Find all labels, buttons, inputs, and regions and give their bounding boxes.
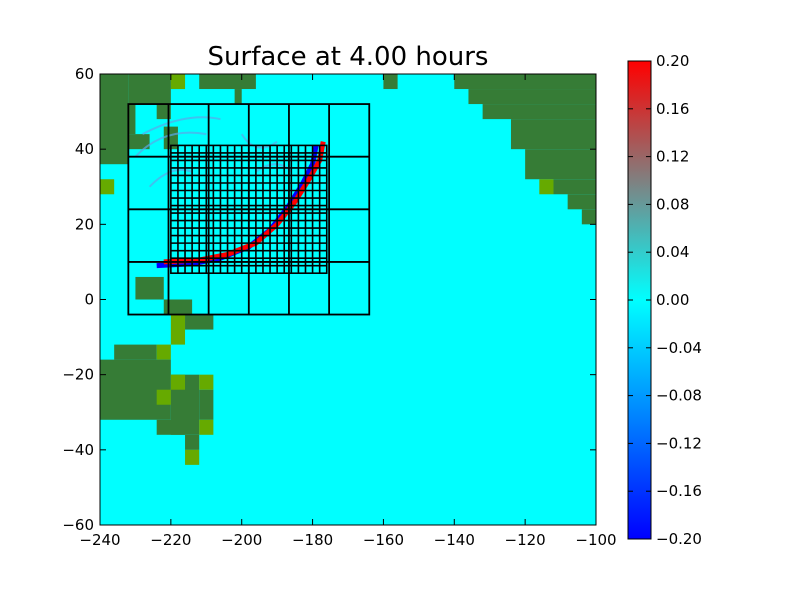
land-cell <box>185 449 200 465</box>
land-cell <box>128 134 150 150</box>
land-cell <box>163 126 178 150</box>
land-cell <box>199 389 214 420</box>
land-cell <box>199 74 256 90</box>
land-cell <box>454 74 596 90</box>
y-tick-label: −40 <box>62 441 94 459</box>
y-tick-label: −60 <box>62 516 94 534</box>
land-cell <box>114 104 136 135</box>
land-cell <box>156 104 171 120</box>
y-tick-label: −20 <box>62 366 94 384</box>
chart-title: Surface at 4.00 hours <box>208 42 489 72</box>
land-cell <box>482 104 596 120</box>
colorbar-tick-label: 0.16 <box>656 100 689 118</box>
land-cell <box>170 74 186 90</box>
x-tick-label: −140 <box>434 531 475 549</box>
x-tick-label: −180 <box>292 531 333 549</box>
land-cell <box>156 344 171 360</box>
land-cell <box>100 179 115 195</box>
colorbar-tick-label: 0.08 <box>656 195 689 213</box>
x-tick-label: −200 <box>221 531 262 549</box>
land-cell <box>510 119 596 150</box>
land-cell <box>468 89 596 105</box>
x-tick-label: −100 <box>575 531 616 549</box>
land-cell <box>128 74 171 105</box>
land-cell <box>383 74 398 90</box>
colorbar-tick-label: −0.08 <box>656 387 702 405</box>
land-cell <box>234 89 242 105</box>
land-cell <box>567 194 596 210</box>
wave-ripple <box>134 131 207 158</box>
y-tick-label: 0 <box>84 291 94 309</box>
land-cell <box>170 314 186 345</box>
land-cell <box>199 419 214 435</box>
land-cell <box>114 344 157 360</box>
colorbar-tick-label: −0.16 <box>656 482 702 500</box>
land-cell <box>170 374 186 390</box>
land-cell <box>156 419 186 435</box>
x-tick-label: −160 <box>363 531 404 549</box>
x-tick-label: −120 <box>505 531 546 549</box>
x-tick-label: −240 <box>79 531 120 549</box>
plot-area <box>100 74 596 525</box>
refinement-patches <box>127 103 371 316</box>
y-tick-label: 20 <box>75 215 94 233</box>
land-cell <box>156 389 171 405</box>
land-layer <box>100 74 596 465</box>
x-axis: −240 −220 −200 −180 −160 −140 −120 −100 <box>79 74 617 549</box>
land-cell <box>185 314 214 330</box>
land-cell <box>135 276 164 300</box>
land-cell <box>525 149 596 180</box>
land-cell <box>539 179 554 195</box>
colorbar: −0.20 −0.16 −0.12 −0.08 −0.04 0.00 0.04 0.08 0.1… <box>627 52 702 548</box>
land-cell <box>199 374 214 390</box>
wave-ripple <box>142 116 221 136</box>
colorbar-tick-label: −0.04 <box>656 339 702 357</box>
colorbar-tick-label: 0.12 <box>656 148 689 166</box>
colorbar-tick-label: 0.20 <box>656 52 689 70</box>
colorbar-ticks: −0.20 −0.16 −0.12 −0.08 −0.04 0.00 0.04 0.08 0.1… <box>628 52 702 548</box>
x-tick-label: −220 <box>150 531 191 549</box>
y-tick-label: 40 <box>75 140 94 158</box>
colorbar-tick-label: 0.04 <box>656 243 689 261</box>
colorbar-tick-label: 0.00 <box>656 291 689 309</box>
y-tick-label: 60 <box>75 65 94 83</box>
land-cell <box>185 434 200 450</box>
colorbar-tick-label: −0.12 <box>656 434 702 452</box>
y-axis: −60 −40 −20 0 20 40 60 <box>62 65 596 534</box>
land-cell <box>581 209 596 225</box>
land-cell <box>163 299 193 315</box>
land-cell <box>553 179 596 195</box>
wave-ripple <box>240 133 278 149</box>
colorbar-tick-label: −0.20 <box>656 530 702 548</box>
